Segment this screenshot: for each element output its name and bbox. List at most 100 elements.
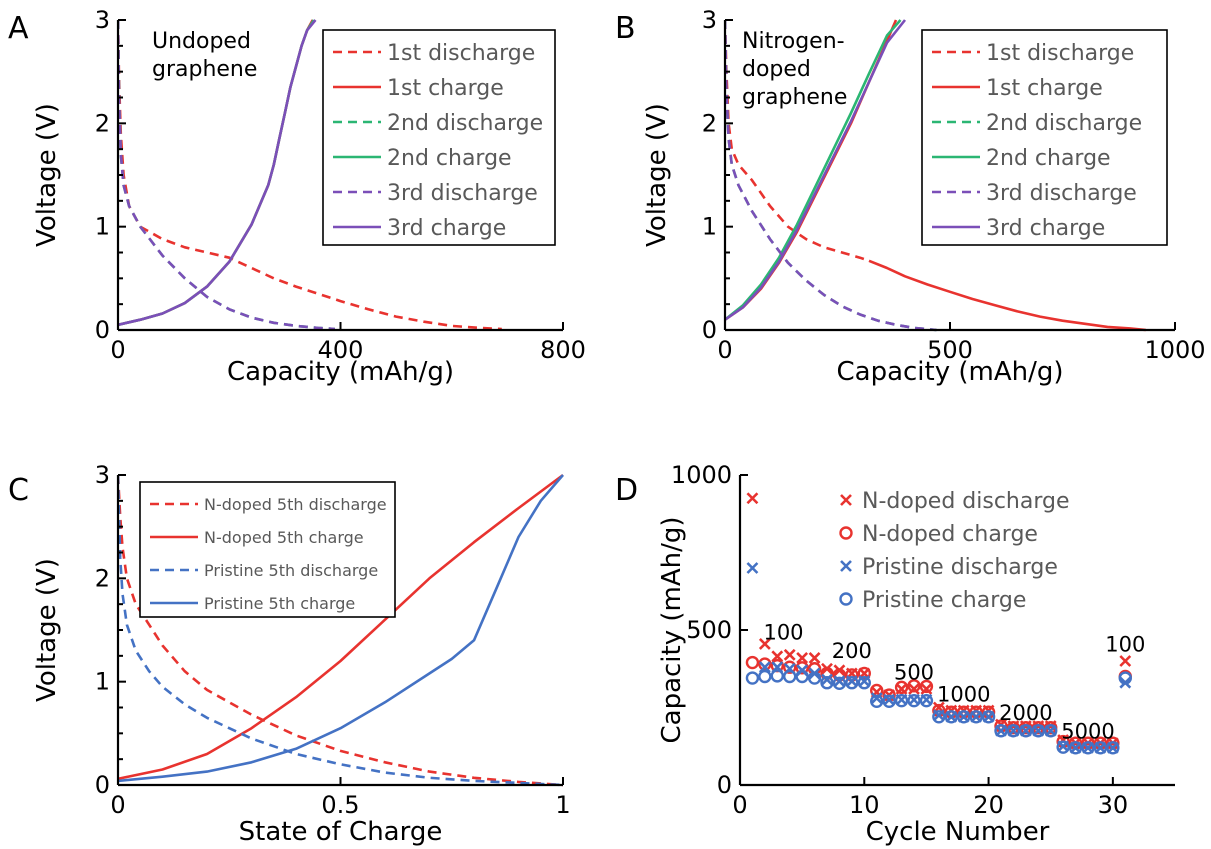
data-point-o: [1093, 741, 1108, 755]
data-point-o: [981, 710, 996, 724]
data-point-o: [820, 676, 834, 690]
data-point-o: [907, 679, 921, 693]
rate-label: 500: [894, 661, 934, 685]
y-axis-label: Voltage (V): [32, 558, 62, 702]
y-tick-label: 2: [95, 109, 110, 137]
data-point-o: [783, 669, 797, 684]
x-tick-label: 30: [1098, 791, 1129, 819]
x-axis-label: Capacity (mAh/g): [227, 357, 454, 387]
y-axis-label: Voltage (V): [642, 103, 672, 247]
data-point-x: [1119, 655, 1132, 667]
panel-letter: A: [8, 11, 29, 46]
series-group: [745, 492, 1132, 755]
panel-letter: B: [615, 11, 636, 46]
data-point-o: [882, 694, 896, 708]
y-tick-label: 3: [702, 6, 717, 34]
x-tick-label: 0: [110, 791, 125, 819]
series-line: [118, 474, 564, 783]
y-axis-label: Capacity (mAh/g): [657, 516, 687, 743]
x-tick-label: 1000: [1144, 336, 1205, 364]
data-point-o: [745, 671, 760, 685]
legend-label: N-doped discharge: [862, 489, 1070, 514]
legend-marker: [840, 494, 852, 506]
data-point-o: [1118, 671, 1132, 685]
x-tick-label: 0: [717, 336, 732, 364]
y-tick-label: 2: [702, 109, 717, 137]
series-line: [725, 19, 937, 332]
data-point-x: [771, 650, 784, 663]
data-point-o: [1044, 724, 1058, 738]
data-point-o: [932, 710, 946, 724]
legend-box: [921, 29, 1168, 246]
data-point-o: [1031, 724, 1045, 738]
data-point-o: [795, 661, 809, 675]
panel-b: B 0 1 2 3 0 500 1000 Capacity (mAh/g) Voltage (V)…: [615, 6, 1206, 387]
x-tick-label: 500: [927, 336, 973, 364]
rate-label: 200: [832, 639, 872, 663]
legend: 1st discharge 1st charge 2nd discharge 2nd …: [322, 29, 556, 246]
legend-label: 2nd discharge: [387, 111, 543, 136]
rate-label: 100: [763, 620, 803, 644]
legend: N-doped 5th discharge N-doped 5th charge P…: [139, 481, 396, 618]
data-point-o: [857, 676, 871, 690]
panel-c: C 0 1 2 3 0 0.5 1 State of Charge Voltage (V) N-do…: [8, 461, 571, 847]
data-point-x: [783, 648, 796, 661]
data-point-o: [969, 710, 983, 724]
data-point-o: [894, 693, 909, 708]
panel-letter: C: [8, 473, 29, 508]
y-tick-label: 500: [686, 616, 732, 644]
data-point-o: [783, 660, 797, 674]
y-tick-label: 1: [95, 668, 110, 696]
rate-label: 100: [1105, 633, 1145, 657]
data-point-x: [821, 673, 833, 686]
y-axis-label: Voltage (V): [32, 103, 62, 247]
legend-marker: [839, 526, 853, 540]
data-point-o: [770, 669, 784, 683]
data-point-o: [758, 669, 772, 684]
data-point-o: [944, 710, 958, 724]
x-tick-label: 800: [540, 336, 586, 364]
x-tick-label: 0: [110, 336, 125, 364]
y-tick-label: 0: [95, 316, 110, 344]
series-group: [118, 473, 564, 787]
x-axis-label: Capacity (mAh/g): [836, 357, 1063, 387]
data-point-o: [857, 666, 871, 681]
series-line: [118, 19, 317, 327]
y-tick-label: 0: [95, 771, 110, 799]
series-line: [868, 259, 1146, 332]
data-point-o: [758, 657, 772, 671]
rate-label: 5000: [1061, 720, 1114, 744]
x-tick-label: 10: [849, 791, 880, 819]
data-point-x: [758, 661, 771, 674]
series-group: [725, 19, 1146, 332]
legend-label: N-doped charge: [862, 522, 1038, 547]
series-line: [725, 19, 902, 321]
legend-label: 3rd discharge: [986, 181, 1137, 206]
legend-label: 1st discharge: [986, 41, 1134, 66]
data-point-x: [746, 492, 759, 505]
x-axis-label: Cycle Number: [866, 817, 1050, 847]
series-group: [118, 19, 502, 331]
series-line: [118, 474, 564, 787]
panel-annotation: doped: [742, 57, 811, 82]
data-point-o: [919, 693, 934, 708]
legend-label: 2nd charge: [986, 146, 1111, 171]
series-line: [118, 19, 335, 331]
y-tick-label: 3: [95, 461, 110, 489]
data-point-o: [745, 655, 760, 670]
panel-annotation: graphene: [152, 57, 257, 82]
x-tick-label: 400: [318, 336, 364, 364]
data-point-o: [1106, 741, 1120, 755]
data-point-o: [1056, 740, 1070, 754]
data-point-o: [957, 710, 971, 724]
legend: 1st discharge 1st charge 2nd discharge 2nd …: [921, 29, 1168, 246]
panel-annotation: graphene: [742, 85, 847, 110]
data-point-x: [920, 682, 933, 695]
legend-marker: [840, 560, 852, 572]
data-point-o: [795, 669, 809, 684]
data-point-o: [1006, 724, 1021, 738]
legend-label: 2nd discharge: [986, 111, 1142, 136]
data-point-o: [870, 694, 884, 708]
data-point-o: [994, 724, 1008, 738]
